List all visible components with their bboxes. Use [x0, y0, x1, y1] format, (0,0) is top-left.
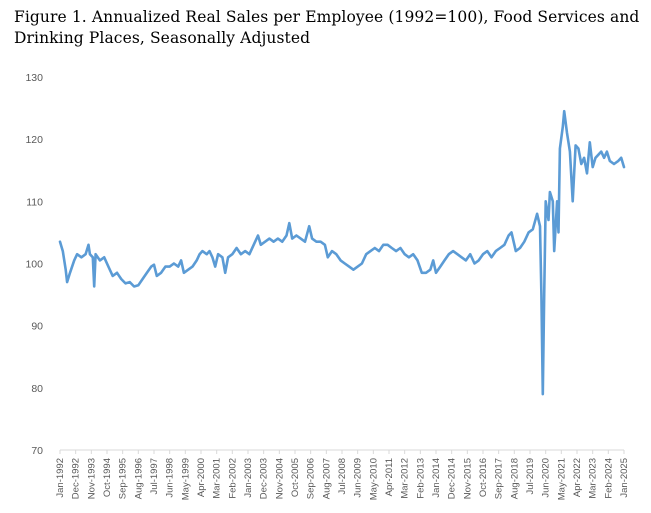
x-tick-label: Aug-2018 — [509, 458, 520, 499]
x-tick-label: Jan-1992 — [55, 458, 66, 498]
x-tick-label: Jan-2014 — [431, 458, 442, 498]
y-axis: 70 80 90 100 110 120 130 — [25, 72, 43, 457]
x-tick-label: Dec-2003 — [259, 458, 270, 499]
x-tick-label: Nov-1993 — [86, 458, 97, 499]
series-line — [58, 109, 626, 396]
x-tick-label: May-2010 — [368, 458, 379, 500]
x-tick-label: Jan-2003 — [243, 458, 254, 498]
y-tick-label: 130 — [25, 72, 43, 84]
x-tick-label: Jul-2019 — [525, 458, 536, 494]
x-tick-label: Aug-2007 — [321, 458, 332, 499]
x-tick-label: Jul-2008 — [337, 458, 348, 494]
y-tick-label: 70 — [31, 445, 43, 457]
x-tick-label: Apr-2011 — [384, 458, 395, 496]
x-tick-label: Jun-2009 — [353, 458, 364, 498]
x-tick-label: May-2021 — [556, 458, 567, 500]
y-tick-label: 120 — [25, 134, 43, 146]
x-tick-label: Jun-1998 — [165, 458, 176, 498]
x-tick-label: Mar-2012 — [400, 458, 411, 499]
x-tick-label: May-1999 — [180, 458, 191, 500]
x-tick-label: Feb-2002 — [227, 458, 238, 499]
x-tick-label: Oct-2005 — [290, 458, 301, 497]
y-tick-label: 90 — [31, 321, 43, 333]
series-group — [58, 109, 626, 396]
x-tick-label: Dec-1992 — [71, 458, 82, 499]
x-tick-label: Apr-2000 — [196, 458, 207, 497]
x-tick-label: Oct-2016 — [478, 458, 489, 497]
x-tick-label: Feb-2024 — [603, 458, 614, 499]
x-tick-label: Aug-1996 — [133, 458, 144, 499]
x-tick-label: Sep-2017 — [494, 458, 505, 499]
y-tick-label: 110 — [26, 196, 43, 208]
x-axis: Jan-1992 Dec-1992 Nov-1993 Oct-1994 Sep-1995… — [55, 449, 630, 500]
x-tick-label: Apr-2022 — [572, 458, 583, 497]
x-tick-label: Jul-1997 — [149, 458, 160, 494]
figure-title: Figure 1. Annualized Real Sales per Empl… — [14, 8, 640, 47]
x-tick-label: Sep-2006 — [306, 458, 317, 499]
y-tick-label: 80 — [31, 383, 43, 395]
x-tick-label: Sep-1995 — [118, 458, 129, 499]
x-tick-label: Mar-2001 — [212, 458, 223, 499]
x-tick-label: Nov-2004 — [274, 458, 285, 499]
x-tick-label: Feb-2013 — [415, 458, 426, 499]
x-tick-label: Dec-2014 — [447, 458, 458, 499]
x-tick-label: Oct-1994 — [102, 458, 113, 497]
y-tick-label: 100 — [25, 259, 43, 271]
x-tick-label: Mar-2023 — [588, 458, 599, 499]
x-tick-label: Jun-2020 — [541, 458, 552, 498]
x-tick-label: Jan-2025 — [619, 458, 630, 498]
x-tick-label: Nov-2015 — [462, 458, 473, 499]
